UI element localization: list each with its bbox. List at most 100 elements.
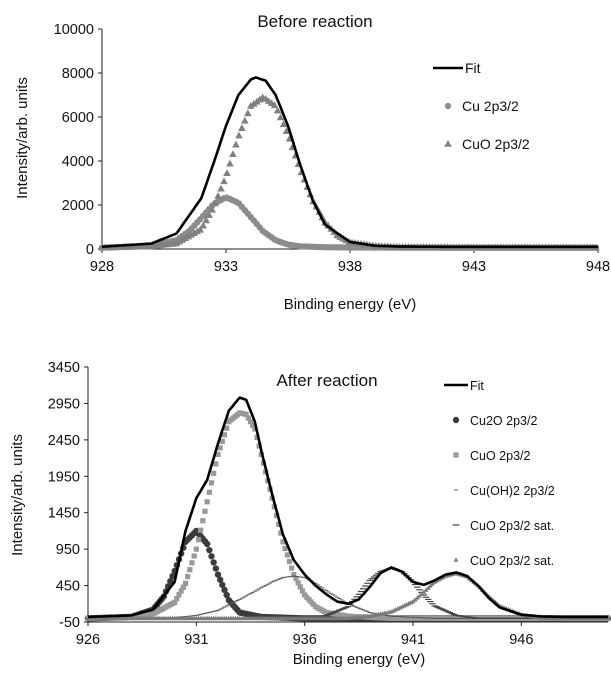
data-point	[208, 480, 215, 486]
data-point	[217, 184, 225, 192]
x-tick-label: 926	[76, 632, 100, 648]
data-point	[206, 546, 213, 554]
data-point	[193, 546, 199, 552]
series-fit	[87, 396, 608, 619]
y-tick-label: 950	[56, 542, 80, 558]
data-point	[208, 553, 215, 560]
y-axis-label: Intensity/arb. units	[14, 77, 31, 199]
data-point	[244, 109, 252, 117]
x-tick-label: 928	[90, 259, 114, 275]
data-point	[223, 169, 231, 177]
data-point	[291, 572, 297, 578]
data-point	[252, 426, 258, 432]
legend-label: CuO 2p3/2 sat.	[470, 554, 554, 568]
data-point	[217, 445, 223, 451]
x-tick-label: 936	[293, 632, 317, 648]
data-point	[221, 586, 228, 594]
data-point	[232, 140, 240, 148]
data-point	[299, 588, 306, 594]
y-tick-label: -50	[59, 615, 80, 631]
data-point	[214, 192, 222, 199]
data-point	[187, 567, 193, 573]
data-point	[245, 415, 251, 421]
data-point	[279, 120, 288, 128]
data-point	[273, 513, 280, 519]
legend-swatch	[444, 102, 452, 110]
data-point	[203, 540, 211, 548]
data-point	[219, 581, 226, 589]
data-point	[241, 116, 249, 124]
data-point	[211, 199, 219, 207]
data-point	[276, 113, 285, 121]
data-point	[293, 576, 299, 582]
y-axis-label: Intensity/arb. units	[9, 434, 26, 556]
data-point	[243, 411, 249, 417]
data-point	[199, 221, 207, 229]
x-tick-label: 948	[586, 259, 610, 275]
data-point	[198, 527, 204, 533]
data-point	[211, 470, 217, 476]
legend-label: CuO 2p3/2	[470, 449, 531, 463]
x-tick-label: 938	[338, 259, 362, 275]
y-tick-label: 450	[56, 579, 80, 595]
chart-after-reaction: -50 450 950 1450 1950 2450 2950 3450 926 931 936 94…	[9, 360, 611, 668]
data-point	[219, 438, 225, 444]
data-point	[221, 432, 228, 438]
legend-swatch	[453, 452, 459, 458]
legend-label: Fit	[465, 60, 481, 76]
chart-title: Before reaction	[257, 12, 372, 31]
y-tick-label: 2950	[48, 396, 80, 412]
data-point	[297, 584, 303, 590]
data-point	[176, 592, 182, 598]
data-point	[191, 553, 197, 559]
y-tick-label: 3450	[48, 360, 80, 376]
data-point	[278, 530, 284, 536]
data-point	[289, 565, 295, 571]
data-point	[202, 216, 210, 224]
y-tick-label: 1450	[48, 506, 80, 522]
legend-label: Cu2O 2p3/2	[470, 414, 537, 428]
data-point	[185, 573, 191, 580]
y-tick-label: 2000	[62, 198, 94, 214]
fit-line	[101, 76, 598, 249]
data-point	[169, 572, 176, 580]
data-point	[282, 127, 291, 134]
data-point	[286, 558, 293, 565]
series-cuo-2p3-2	[98, 93, 600, 251]
data-point	[210, 559, 217, 566]
y-tick-label: 4000	[62, 154, 94, 170]
data-point	[167, 578, 174, 585]
data-point	[235, 131, 243, 139]
legend: Fit Cu2O 2p3/2 CuO 2p3/2 Cu(OH)2 2p3/2 CuO 2…	[444, 379, 555, 568]
y-tick-label: 8000	[62, 66, 94, 82]
legend-label: CuO 2p3/2 sat.	[470, 519, 554, 533]
y-tick-label: 0	[86, 242, 94, 258]
data-point	[280, 539, 286, 545]
data-point	[223, 591, 230, 599]
data-point	[195, 537, 202, 543]
data-point	[206, 489, 212, 495]
legend-label: CuO 2p3/2	[462, 136, 530, 152]
data-point	[182, 580, 189, 586]
legend: Fit Cu 2p3/2 CuO 2p3/2	[433, 60, 530, 152]
data-point	[172, 599, 178, 605]
data-point	[196, 225, 205, 233]
legend-swatch	[453, 557, 459, 562]
chart-before-reaction: 0 2000 4000 6000 8000 10000 928 933 938 943 948 Bef…	[14, 12, 610, 313]
data-point	[202, 508, 208, 514]
x-axis-label: Binding energy (eV)	[293, 651, 426, 668]
x-tick-label: 933	[214, 259, 238, 275]
data-point	[276, 521, 282, 527]
y-tick-label: 2450	[48, 433, 80, 449]
x-tick-label: 931	[184, 632, 208, 648]
data-point	[205, 211, 213, 218]
data-point	[204, 499, 210, 505]
x-axis-label: Binding energy (eV)	[284, 296, 417, 313]
legend-label: Cu(OH)2 2p3/2	[470, 484, 555, 498]
data-point	[213, 461, 219, 467]
legend-label: Fit	[470, 379, 484, 393]
data-point	[229, 150, 237, 158]
data-point	[282, 545, 288, 552]
data-point	[208, 205, 216, 213]
